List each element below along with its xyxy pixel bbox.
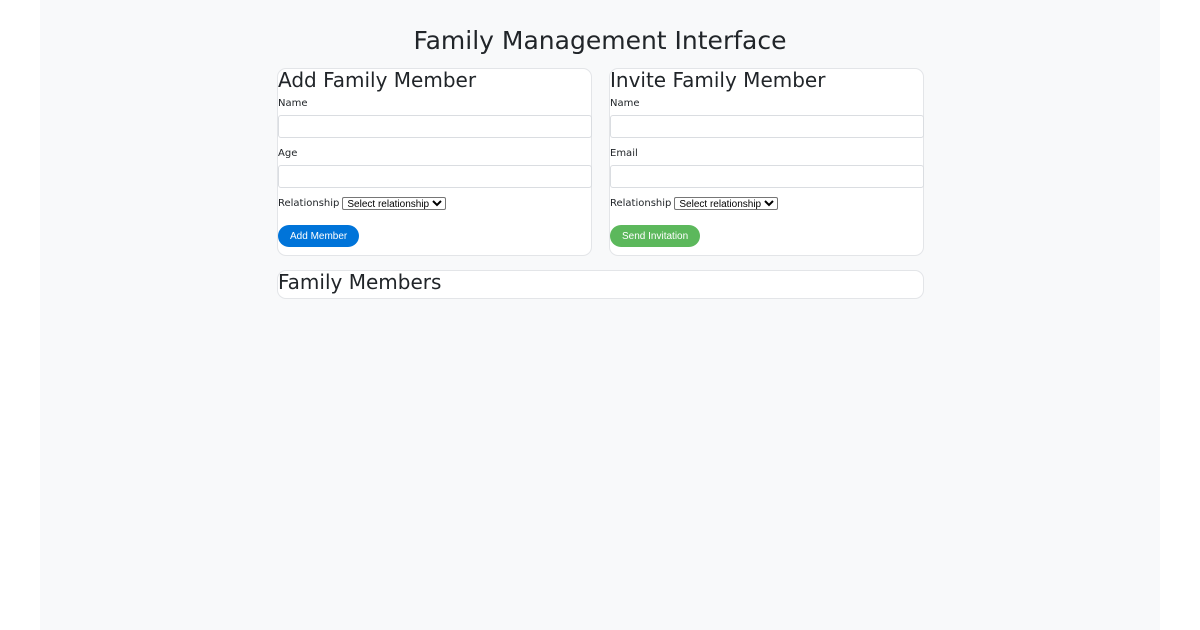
send-invitation-button[interactable]: Send Invitation <box>610 225 701 247</box>
add-member-heading: Add Family Member <box>278 68 477 92</box>
invite-name-label: Name <box>610 98 640 109</box>
page-title: Family Management Interface <box>413 26 787 55</box>
age-label: Age <box>278 148 298 159</box>
age-input[interactable] <box>278 165 592 188</box>
invite-relationship-select[interactable]: Select relationship <box>674 197 779 210</box>
family-members-card: Family Members <box>277 270 924 299</box>
family-members-heading: Family Members <box>278 270 442 294</box>
add-member-card: Add Family Member Name Age Relationship … <box>277 68 592 256</box>
relationship-row: Relationship Select relationship <box>278 197 447 210</box>
invite-member-card: Invite Family Member Name Email Relation… <box>609 68 924 256</box>
invite-member-heading: Invite Family Member <box>610 68 826 92</box>
add-member-button[interactable]: Add Member <box>278 225 360 247</box>
email-label: Email <box>610 148 638 159</box>
page-container: Family Management Interface Add Family M… <box>40 0 1160 630</box>
email-input[interactable] <box>610 165 924 188</box>
relationship-select[interactable]: Select relationship <box>342 197 447 210</box>
invite-relationship-label: Relationship <box>610 198 672 209</box>
relationship-label: Relationship <box>278 198 340 209</box>
name-label: Name <box>278 98 308 109</box>
invite-relationship-row: Relationship Select relationship <box>610 197 779 210</box>
invite-name-input[interactable] <box>610 115 924 138</box>
name-input[interactable] <box>278 115 592 138</box>
